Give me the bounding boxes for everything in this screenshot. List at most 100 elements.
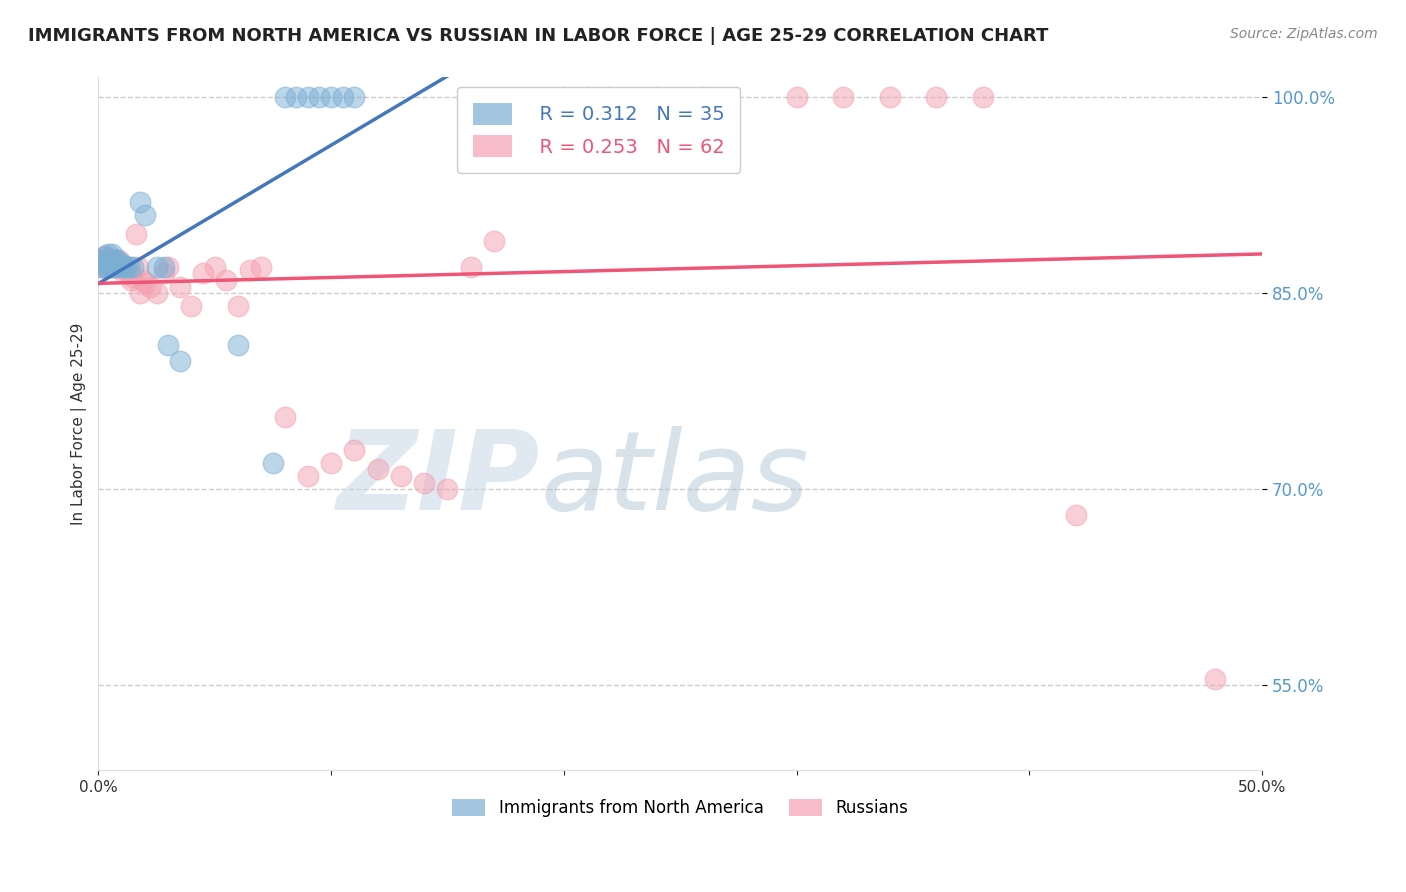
Point xyxy=(104,253,127,268)
Point xyxy=(98,260,121,274)
Point xyxy=(122,270,145,285)
Point xyxy=(832,90,855,104)
Point xyxy=(115,260,138,274)
Point xyxy=(239,262,262,277)
Point xyxy=(97,251,120,265)
Point xyxy=(879,90,901,104)
Point xyxy=(131,273,153,287)
Point xyxy=(134,276,156,290)
Point xyxy=(108,260,131,274)
Legend: Immigrants from North America, Russians: Immigrants from North America, Russians xyxy=(446,792,915,824)
Point xyxy=(111,260,134,274)
Point xyxy=(105,256,128,270)
Point xyxy=(138,279,160,293)
Point xyxy=(111,257,134,271)
Point xyxy=(297,469,319,483)
Point xyxy=(105,260,128,274)
Point xyxy=(319,456,342,470)
Point xyxy=(786,90,808,104)
Point xyxy=(343,90,366,104)
Point xyxy=(204,260,226,274)
Point xyxy=(134,208,156,222)
Point xyxy=(389,469,412,483)
Point xyxy=(319,90,342,104)
Point xyxy=(115,262,138,277)
Point xyxy=(90,253,112,268)
Point xyxy=(145,260,167,274)
Point xyxy=(436,482,458,496)
Point xyxy=(97,256,120,270)
Point xyxy=(104,260,127,274)
Point xyxy=(297,90,319,104)
Point xyxy=(98,253,121,268)
Point xyxy=(98,253,121,268)
Point xyxy=(129,286,152,301)
Point xyxy=(226,338,249,352)
Point xyxy=(124,227,146,242)
Point xyxy=(482,234,505,248)
Point xyxy=(101,260,124,274)
Point xyxy=(94,260,117,274)
Point xyxy=(97,260,120,274)
Point xyxy=(553,90,575,104)
Point xyxy=(91,253,114,268)
Point xyxy=(1064,508,1087,523)
Point xyxy=(576,90,599,104)
Point xyxy=(94,250,117,264)
Y-axis label: In Labor Force | Age 25-29: In Labor Force | Age 25-29 xyxy=(72,323,87,524)
Point xyxy=(157,260,180,274)
Text: IMMIGRANTS FROM NORTH AMERICA VS RUSSIAN IN LABOR FORCE | AGE 25-29 CORRELATION : IMMIGRANTS FROM NORTH AMERICA VS RUSSIAN… xyxy=(28,27,1049,45)
Point xyxy=(226,299,249,313)
Point xyxy=(105,256,128,270)
Point xyxy=(101,260,124,274)
Point xyxy=(112,267,135,281)
Point xyxy=(152,267,174,281)
Point xyxy=(152,260,174,274)
Point xyxy=(308,90,330,104)
Point xyxy=(90,260,112,274)
Point xyxy=(273,410,295,425)
Point xyxy=(599,90,621,104)
Point xyxy=(169,279,191,293)
Point xyxy=(105,253,128,268)
Text: atlas: atlas xyxy=(540,425,810,533)
Point xyxy=(117,260,139,274)
Point xyxy=(273,90,295,104)
Point xyxy=(90,260,112,274)
Point xyxy=(645,90,668,104)
Point xyxy=(94,250,117,264)
Point xyxy=(91,257,114,271)
Point xyxy=(413,475,436,490)
Point xyxy=(122,260,145,274)
Point xyxy=(332,90,354,104)
Point xyxy=(91,253,114,268)
Point xyxy=(460,260,482,274)
Point xyxy=(104,253,127,268)
Point xyxy=(112,260,135,274)
Point xyxy=(262,456,284,470)
Point xyxy=(250,260,273,274)
Point xyxy=(127,260,149,274)
Point xyxy=(925,90,948,104)
Text: Source: ZipAtlas.com: Source: ZipAtlas.com xyxy=(1230,27,1378,41)
Point xyxy=(191,267,214,281)
Text: ZIP: ZIP xyxy=(337,425,540,533)
Point xyxy=(692,90,714,104)
Point xyxy=(104,259,127,273)
Point xyxy=(129,194,152,209)
Point xyxy=(108,253,131,268)
Point xyxy=(972,90,994,104)
Point xyxy=(157,338,180,352)
Point xyxy=(101,247,124,261)
Point xyxy=(1205,672,1227,686)
Point xyxy=(367,462,389,476)
Point xyxy=(98,257,121,271)
Point xyxy=(285,90,308,104)
Point xyxy=(120,273,142,287)
Point xyxy=(117,260,139,274)
Point xyxy=(101,256,124,270)
Point xyxy=(180,299,202,313)
Point xyxy=(215,273,238,287)
Point xyxy=(94,260,117,274)
Point xyxy=(169,354,191,368)
